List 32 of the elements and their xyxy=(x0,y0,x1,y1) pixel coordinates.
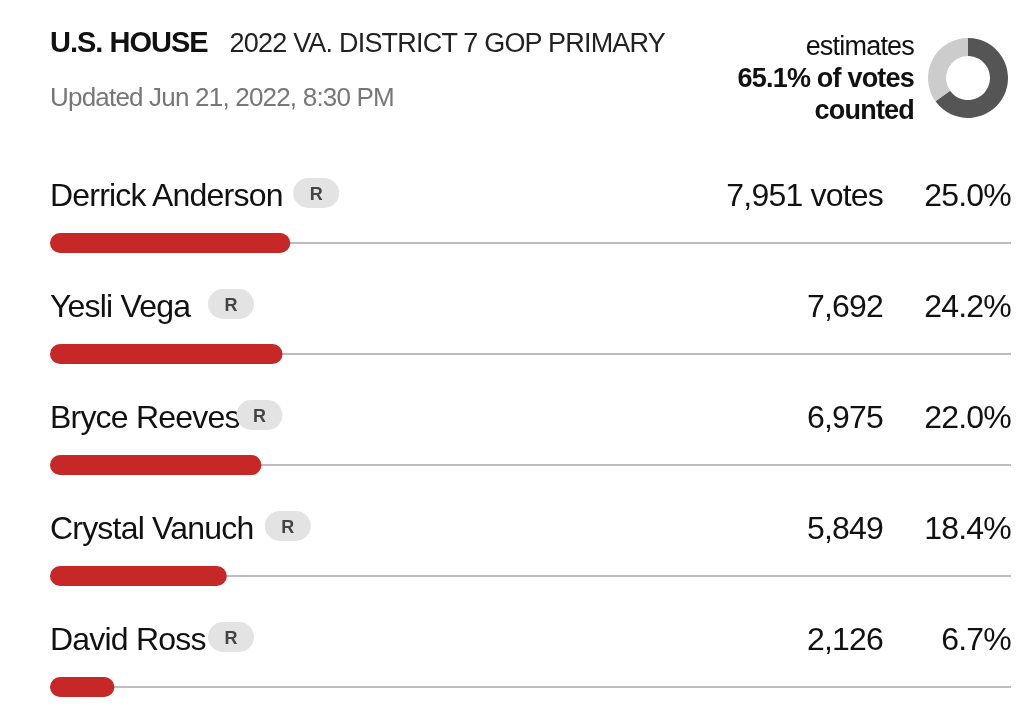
bar xyxy=(50,344,283,364)
annotation: 6,975 xyxy=(806,399,883,435)
text: 65.1% of votes counted xyxy=(736,62,914,126)
chart-title: U.S. HOUSE xyxy=(50,26,208,58)
y-tick-label: Bryce Reeves xyxy=(50,399,240,435)
y-tick-label: Derrick Anderson xyxy=(50,177,283,213)
bar xyxy=(50,677,115,697)
annotation: 7,951 votes xyxy=(726,177,883,213)
annotation: R xyxy=(309,184,323,204)
annotation: 2,126 xyxy=(806,621,883,657)
annotation: R xyxy=(224,295,238,315)
donut-slice xyxy=(928,38,968,102)
annotation: R xyxy=(281,517,295,537)
annotation: 7,692 xyxy=(806,288,883,324)
annotation: R xyxy=(252,406,266,426)
text: Updated Jun 21, 2022, 8:30 PM xyxy=(50,82,394,113)
data-label: 6.7% xyxy=(941,621,1012,657)
bar xyxy=(50,566,227,586)
bar xyxy=(50,455,262,475)
data-label: 22.0% xyxy=(924,399,1012,435)
data-label: 24.2% xyxy=(924,288,1012,324)
data-label: 18.4% xyxy=(924,510,1012,546)
y-tick-label: David Ross xyxy=(50,621,206,657)
donut-slice xyxy=(935,38,1008,118)
chart-subtitle: 2022 VA. DISTRICT 7 GOP PRIMARY xyxy=(229,28,665,58)
annotation: 5,849 xyxy=(806,510,883,546)
y-tick-label: Crystal Vanuch xyxy=(50,510,254,546)
text: estimates xyxy=(804,30,914,62)
y-tick-label: Yesli Vega xyxy=(50,288,192,324)
annotation: R xyxy=(224,628,238,648)
data-label: 25.0% xyxy=(924,177,1012,213)
bar xyxy=(50,233,291,253)
